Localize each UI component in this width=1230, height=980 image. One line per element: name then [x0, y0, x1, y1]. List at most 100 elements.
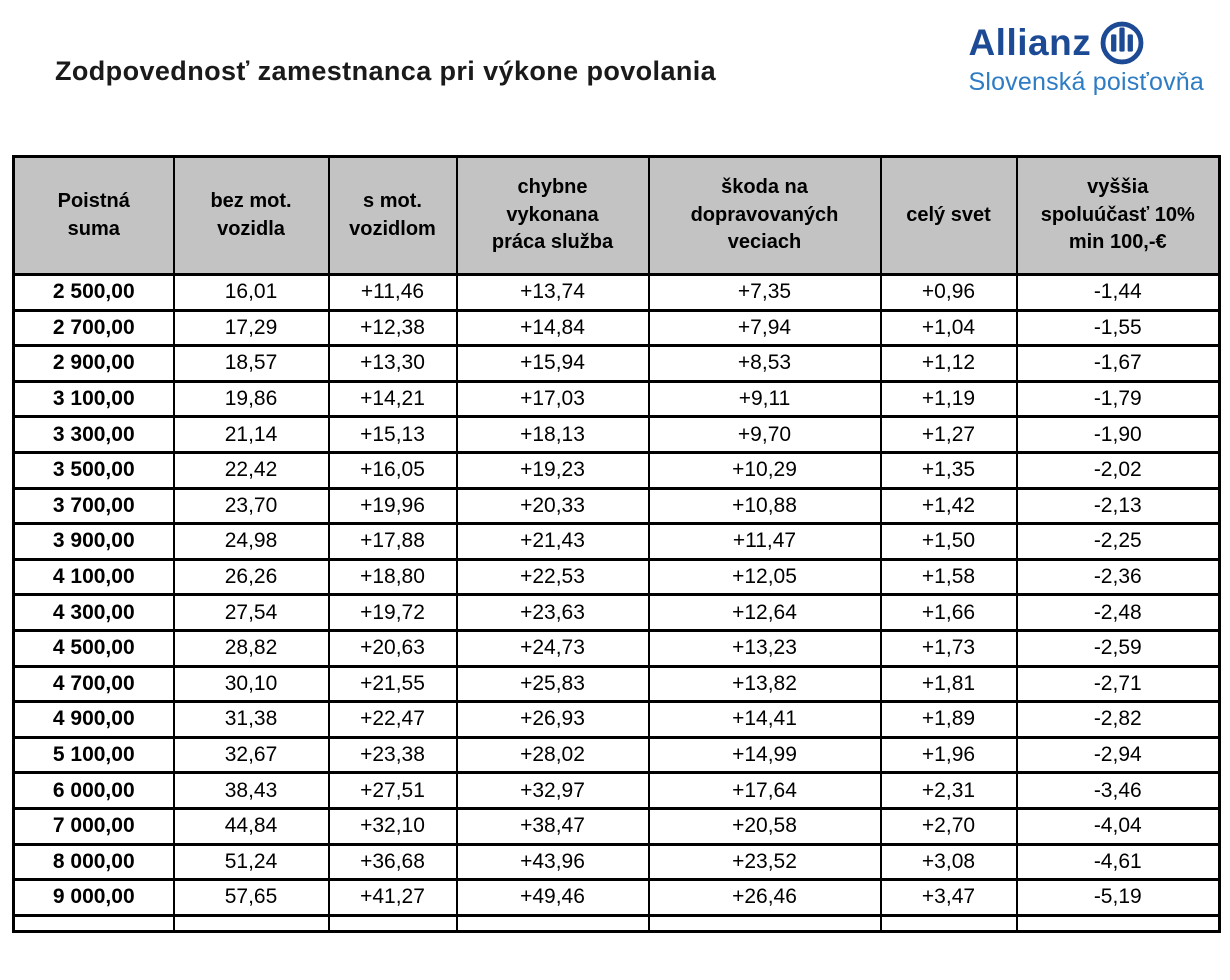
table-cell: -4,61: [1015, 842, 1221, 882]
table-cell: +1,35: [879, 450, 1018, 490]
table-cell: +1,04: [879, 308, 1018, 348]
table-cell: +27,51: [327, 771, 458, 810]
table-cell: +32,97: [455, 771, 650, 810]
table-row: 3 900,00 24,98 +17,88 +21,43 +11,47 +1,50 -2,2…: [12, 522, 1221, 561]
table-cell: +24,73: [455, 628, 650, 668]
table-cell: -4,04: [1015, 806, 1221, 846]
table-cell: +7,35: [647, 273, 882, 312]
table-cell: 26,26: [172, 557, 330, 597]
table-row: 5 100,00 32,67 +23,38 +28,02 +14,99 +1,96 -2,9…: [12, 735, 1221, 775]
table-cell: +12,05: [647, 557, 882, 597]
table-cell: 2 700,00: [12, 308, 175, 348]
table-row: 4 700,00 30,10 +21,55 +25,83 +13,82 +1,81 -2,7…: [12, 664, 1221, 704]
table-cell: +26,93: [455, 700, 650, 739]
table-row: 4 900,00 31,38 +22,47 +26,93 +14,41 +1,89 -2,8…: [12, 700, 1221, 739]
table-cell: +36,68: [327, 842, 458, 882]
table-cell: 21,14: [172, 415, 330, 454]
allianz-logo: Allianz Slovenská poisťovňa: [968, 20, 1204, 97]
table-cell: -2,48: [1015, 593, 1221, 632]
table-cell: 22,42: [172, 450, 330, 490]
table-cell: 31,38: [172, 700, 330, 739]
table-cell: 27,54: [172, 593, 330, 632]
table-cell: +26,46: [647, 878, 882, 917]
table-cell: +13,30: [327, 344, 458, 383]
table-cell: +1,19: [879, 379, 1018, 419]
table-cell: +15,94: [455, 344, 650, 383]
header-row: Poistná suma bez mot. vozidla s mot. voz…: [12, 155, 1221, 276]
table-cell: +1,42: [879, 486, 1018, 526]
table-cell: 51,24: [172, 842, 330, 882]
table-cell: -1,44: [1015, 273, 1221, 312]
table-cell: [879, 913, 1018, 933]
table-cell: +19,72: [327, 593, 458, 632]
premium-rate-table: Poistná suma bez mot. vozidla s mot. voz…: [12, 155, 1221, 933]
table-cell: +17,88: [327, 522, 458, 561]
table-cell: +9,11: [647, 379, 882, 419]
table-cell: 2 900,00: [12, 344, 175, 383]
table-cell: +14,41: [647, 700, 882, 739]
table-cell: -1,67: [1015, 344, 1221, 383]
table-cell: -1,55: [1015, 308, 1221, 348]
table-row: 8 000,00 51,24 +36,68 +43,96 +23,52 +3,08 -4,6…: [12, 842, 1221, 882]
table-row: 6 000,00 38,43 +27,51 +32,97 +17,64 +2,31 -3,4…: [12, 771, 1221, 810]
column-header-skoda-veci: škoda na dopravovaných veciach: [647, 155, 882, 276]
column-header-spoluucast: vyššia spoluúčasť 10% min 100,-€: [1015, 155, 1221, 276]
table-cell: 16,01: [172, 273, 330, 312]
table-cell: +1,12: [879, 344, 1018, 383]
table-row: 2 700,00 17,29 +12,38 +14,84 +7,94 +1,04 -1,55: [12, 308, 1221, 348]
table-cell: 17,29: [172, 308, 330, 348]
table-cell: +22,47: [327, 700, 458, 739]
table-cell: +1,73: [879, 628, 1018, 668]
table-cell: +21,43: [455, 522, 650, 561]
table-cell: [455, 913, 650, 933]
table-row: 4 500,00 28,82 +20,63 +24,73 +13,23 +1,73 -2,5…: [12, 628, 1221, 668]
table-cell: 3 500,00: [12, 450, 175, 490]
table-cell: 7 000,00: [12, 806, 175, 846]
allianz-wordmark: Allianz: [968, 22, 1092, 63]
table-cell: +10,88: [647, 486, 882, 526]
table-cell: -3,46: [1015, 771, 1221, 810]
table-cell: 38,43: [172, 771, 330, 810]
table-cell: +1,96: [879, 735, 1018, 775]
table-cell: [1015, 913, 1221, 933]
column-header-cely-svet: celý svet: [879, 155, 1018, 276]
table-cell: -2,13: [1015, 486, 1221, 526]
logo-subtitle: Slovenská poisťovňa: [968, 68, 1204, 96]
table-cell: +10,29: [647, 450, 882, 490]
table-cell: 30,10: [172, 664, 330, 704]
table-cell: +11,47: [647, 522, 882, 561]
table-cell: [172, 913, 330, 933]
table-cell: +25,83: [455, 664, 650, 704]
table-row: 7 000,00 44,84 +32,10 +38,47 +20,58 +2,70 -4,0…: [12, 806, 1221, 846]
table-row: 4 300,00 27,54 +19,72 +23,63 +12,64 +1,66 -2,4…: [12, 593, 1221, 632]
table-cell: +43,96: [455, 842, 650, 882]
column-header-bez-mot: bez mot. vozidla: [172, 155, 330, 276]
table-cell: -5,19: [1015, 878, 1221, 917]
table-cell: +1,50: [879, 522, 1018, 561]
table-cell: +3,08: [879, 842, 1018, 882]
table-cell: 19,86: [172, 379, 330, 419]
table-cell: +13,82: [647, 664, 882, 704]
table-cell: 4 100,00: [12, 557, 175, 597]
table-cell: +1,58: [879, 557, 1018, 597]
table-cell: 5 100,00: [12, 735, 175, 775]
table-cell: +23,52: [647, 842, 882, 882]
page-title: Zodpovednosť zamestnanca pri výkone povo…: [55, 56, 717, 86]
table-cell: 6 000,00: [12, 771, 175, 810]
table-cell: [12, 913, 175, 933]
table-cell: -2,94: [1015, 735, 1221, 775]
table-cell: +20,58: [647, 806, 882, 846]
table-cell: +1,66: [879, 593, 1018, 632]
table-cell: 8 000,00: [12, 842, 175, 882]
table-cell: +18,80: [327, 557, 458, 597]
table-cell: +7,94: [647, 308, 882, 348]
column-header-chybne-praca: chybne vykonana práca služba: [455, 155, 650, 276]
allianz-wordmark-row: Allianz: [968, 20, 1204, 66]
table-row: 2 500,00 16,01 +11,46 +13,74 +7,35 +0,96 -1,44: [12, 273, 1221, 312]
table-cell: +1,89: [879, 700, 1018, 739]
table-row: 3 700,00 23,70 +19,96 +20,33 +10,88 +1,42 -2,1…: [12, 486, 1221, 526]
table-cell: -1,90: [1015, 415, 1221, 454]
table-cell: +20,63: [327, 628, 458, 668]
cutoff-row: [12, 913, 1221, 933]
